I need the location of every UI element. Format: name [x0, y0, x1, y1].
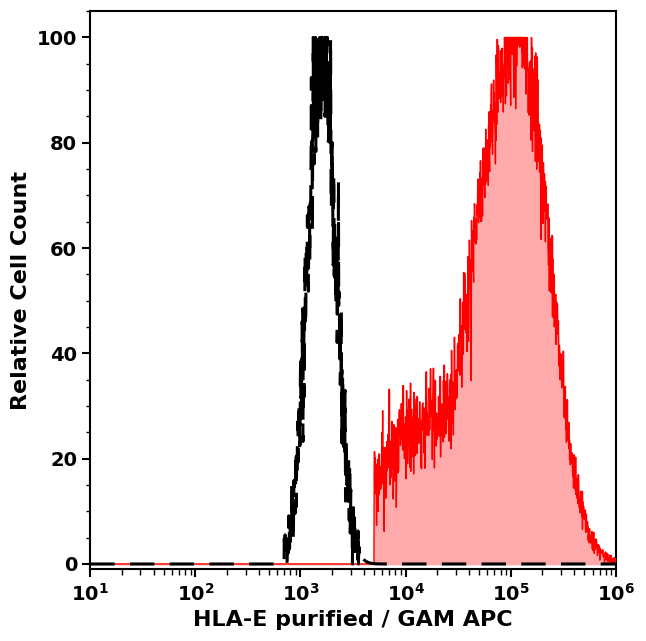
X-axis label: HLA-E purified / GAM APC: HLA-E purified / GAM APC	[193, 610, 513, 630]
Y-axis label: Relative Cell Count: Relative Cell Count	[11, 171, 31, 410]
